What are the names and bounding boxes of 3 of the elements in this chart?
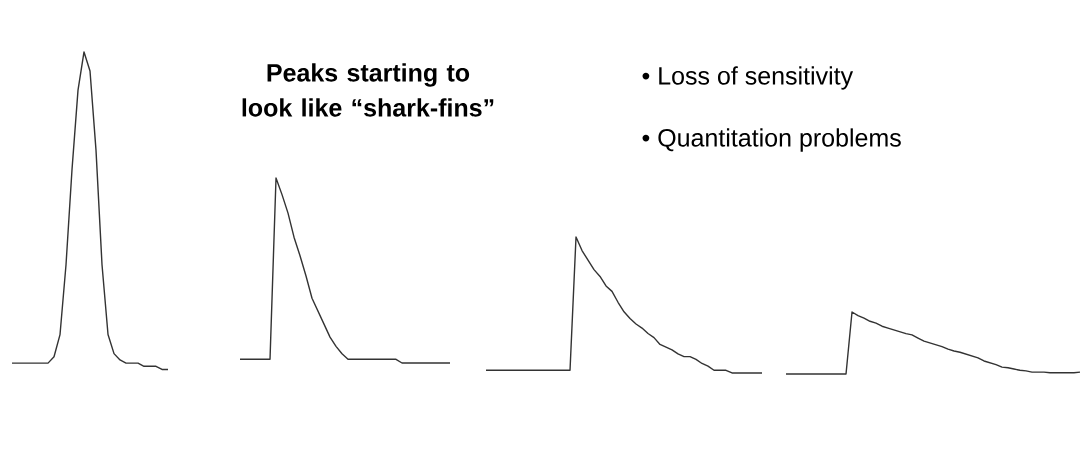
text: • Quantitation problems bbox=[642, 128, 901, 152]
text: • Loss of sensitivity bbox=[642, 66, 854, 90]
chart-title: Peaks starting to look like “shark-fins” bbox=[242, 63, 494, 117]
